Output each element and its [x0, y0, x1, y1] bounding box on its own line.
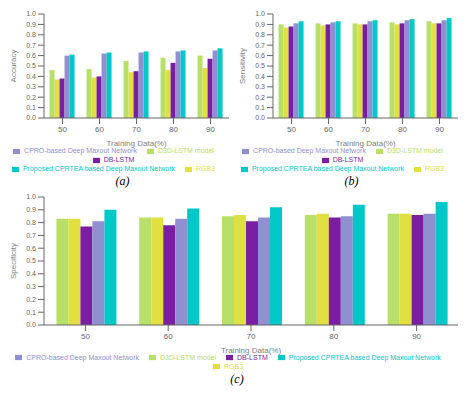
svg-text:0.9: 0.9: [255, 21, 265, 28]
svg-text:0.1: 0.1: [255, 104, 265, 111]
svg-text:Sensitivity: Sensitivity: [238, 48, 247, 84]
svg-text:90: 90: [435, 125, 444, 134]
svg-text:Accuracy: Accuracy: [9, 50, 18, 83]
svg-text:Training Data(%): Training Data(%): [335, 139, 396, 148]
html-text:RGB3: RGB3: [224, 362, 243, 370]
svg-text:0.7: 0.7: [255, 42, 265, 49]
svg-text:60: 60: [164, 331, 173, 340]
svg-text:80: 80: [398, 125, 407, 134]
svg-text:50: 50: [287, 125, 296, 134]
svg-text:0.3: 0.3: [255, 83, 265, 90]
svg-text:0.5: 0.5: [255, 62, 265, 69]
svg-text:0.7: 0.7: [26, 42, 36, 49]
svg-text:0.6: 0.6: [26, 244, 36, 251]
html-text:Proposed CPRTEA based Deep Max: Proposed CPRTEA based Deep Maxout Networ…: [252, 165, 404, 172]
html-text:Proposed CPRTEA based Deep Max: Proposed CPRTEA based Deep Maxout Networ…: [23, 165, 175, 172]
svg-text:0.8: 0.8: [26, 219, 36, 226]
html-text:D3D-LSTM model: D3D-LSTM model: [386, 147, 443, 154]
svg-text:0.2: 0.2: [26, 94, 36, 101]
svg-text:Training Data(%): Training Data(%): [106, 139, 167, 148]
svg-text:0.0: 0.0: [26, 321, 36, 328]
svg-text:90: 90: [206, 125, 215, 134]
svg-text:0.4: 0.4: [255, 73, 265, 80]
html-text:(a): (a): [115, 174, 130, 188]
svg-text:0.9: 0.9: [26, 21, 36, 28]
html-text:DB-LSTM: DB-LSTM: [237, 353, 268, 361]
svg-text:0.3: 0.3: [26, 283, 36, 290]
svg-text:0.7: 0.7: [26, 231, 36, 238]
svg-text:0.1: 0.1: [26, 104, 36, 111]
svg-text:80: 80: [329, 331, 338, 340]
svg-text:0.8: 0.8: [255, 31, 265, 38]
svg-text:90: 90: [412, 331, 421, 340]
html-text:RGB3: RGB3: [196, 165, 215, 172]
svg-text:0.6: 0.6: [255, 52, 265, 59]
svg-text:0.5: 0.5: [26, 257, 36, 264]
svg-text:0.0: 0.0: [255, 114, 265, 121]
svg-text:70: 70: [132, 125, 141, 134]
html-text:RGB3: RGB3: [425, 165, 444, 172]
svg-text:80: 80: [169, 125, 178, 134]
svg-text:0.9: 0.9: [26, 206, 36, 213]
html-text:D3D-LSTM model: D3D-LSTM model: [157, 147, 214, 154]
svg-text:0.1: 0.1: [26, 308, 36, 315]
html-text:DB-LSTM: DB-LSTM: [332, 156, 364, 163]
svg-text:0.0: 0.0: [26, 114, 36, 121]
svg-text:0.3: 0.3: [26, 83, 36, 90]
svg-text:70: 70: [361, 125, 370, 134]
svg-text:0.2: 0.2: [26, 295, 36, 302]
svg-text:50: 50: [81, 331, 90, 340]
svg-text:50: 50: [58, 125, 67, 134]
html-text:CPRO-based Deep Maxout Network: CPRO-based Deep Maxout Network: [26, 353, 139, 361]
svg-text:Training Data(%): Training Data(%): [221, 346, 282, 355]
html-text:CPRO-based Deep Maxout Network: CPRO-based Deep Maxout Network: [24, 147, 137, 154]
html-text:D3D-LSTM model: D3D-LSTM model: [160, 353, 216, 361]
svg-text:1.0: 1.0: [26, 10, 36, 17]
svg-text:60: 60: [324, 125, 333, 134]
svg-text:0.2: 0.2: [255, 94, 265, 101]
svg-text:Specificity: Specificity: [9, 242, 18, 278]
html-text:CPRO-based Deep Maxout Network: CPRO-based Deep Maxout Network: [253, 147, 366, 154]
svg-text:0.4: 0.4: [26, 73, 36, 80]
svg-text:1.0: 1.0: [255, 10, 265, 17]
svg-text:0.4: 0.4: [26, 270, 36, 277]
html-text:(c): (c): [230, 371, 244, 386]
svg-text:0.5: 0.5: [26, 62, 36, 69]
svg-text:1.0: 1.0: [26, 193, 36, 200]
svg-text:70: 70: [247, 331, 256, 340]
svg-text:60: 60: [95, 125, 104, 134]
html-text:(b): (b): [344, 174, 359, 188]
html-text:DB-LSTM: DB-LSTM: [103, 156, 135, 163]
svg-text:0.8: 0.8: [26, 31, 36, 38]
svg-text:0.6: 0.6: [26, 52, 36, 59]
html-text:Proposed CPRTEA based Deep Max: Proposed CPRTEA based Deep Maxout Networ…: [288, 353, 441, 361]
